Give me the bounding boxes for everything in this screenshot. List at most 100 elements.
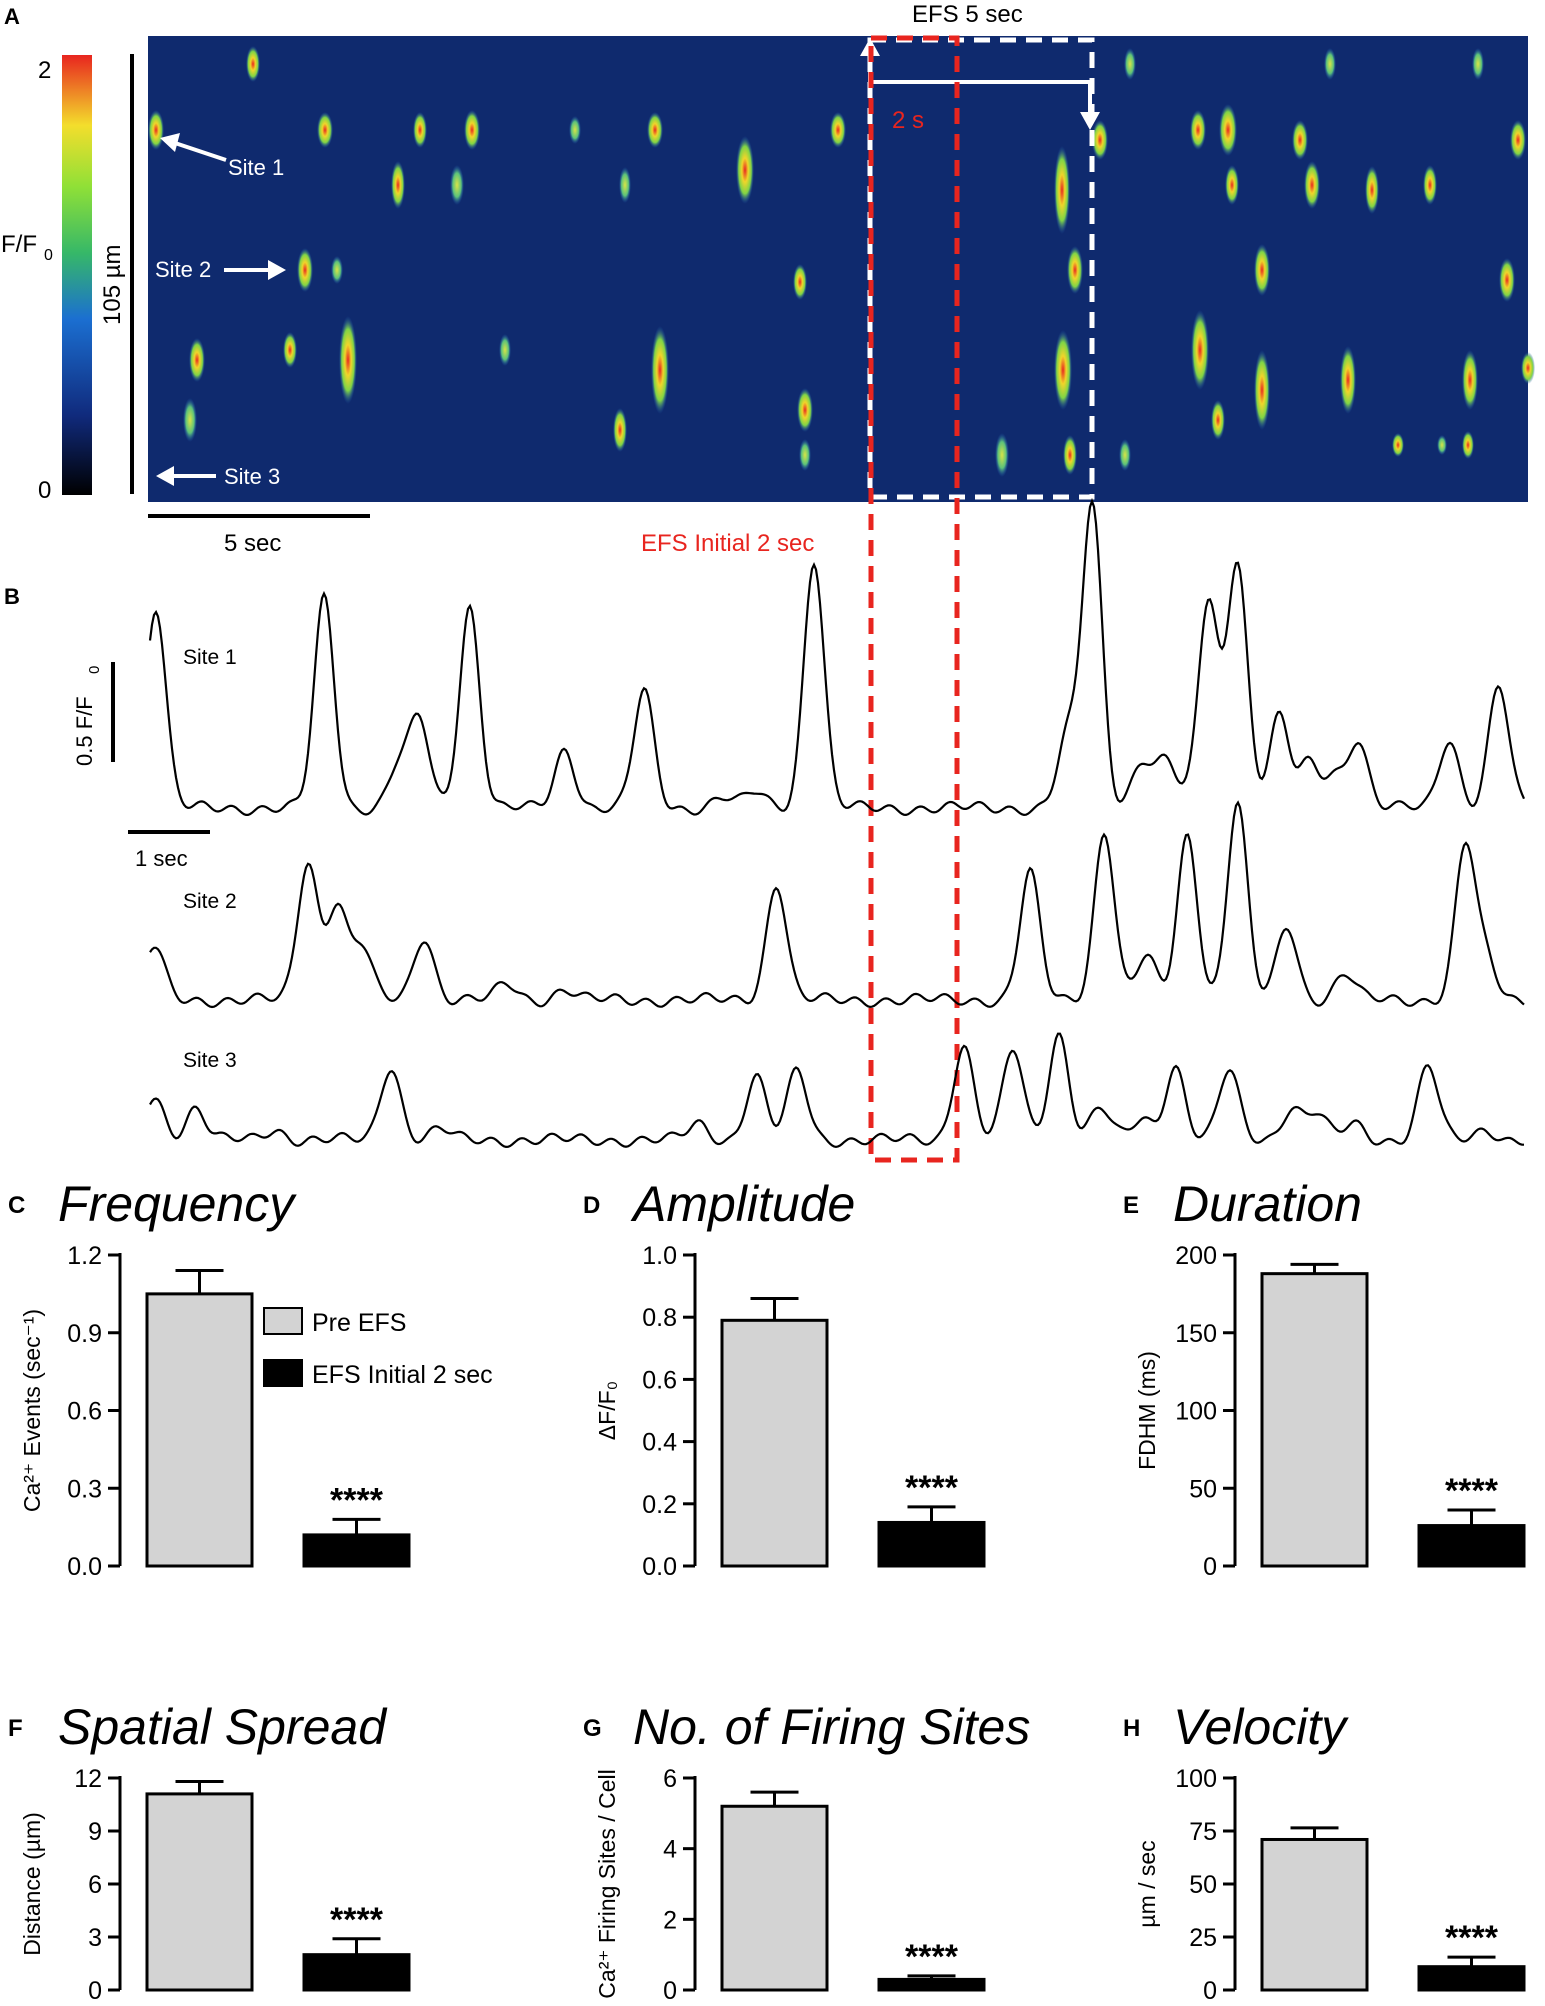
significance-label: **** (905, 1938, 959, 1976)
y-tick-label: 200 (1175, 1242, 1217, 1270)
interval-label: 2 s (892, 107, 924, 134)
y-tick-label: 50 (1189, 1871, 1217, 1899)
spark (1225, 165, 1239, 205)
chart-title: Frequency (58, 1176, 297, 1232)
spark (1340, 346, 1356, 414)
interval-end-arrowhead (1080, 112, 1100, 130)
y-axis-label: Ca²⁺ Firing Sites / Cell (594, 1769, 620, 1998)
y-tick-label: 75 (1189, 1818, 1217, 1846)
site-2-marker: Site 2 (155, 257, 286, 282)
chart-title: Spatial Spread (58, 1699, 388, 1755)
panel-letter-g: G (583, 1715, 602, 1742)
spark (283, 332, 297, 368)
spark (797, 388, 813, 432)
amplitude-scale-sub: 0 (86, 666, 103, 674)
y-tick-label: 0.2 (642, 1491, 677, 1519)
chart-title: Velocity (1173, 1699, 1349, 1755)
spark (1119, 439, 1131, 471)
spark (651, 326, 669, 414)
significance-label: **** (905, 1469, 959, 1507)
y-tick-label: 0.3 (67, 1475, 102, 1503)
spark (317, 112, 333, 148)
y-tick-label: 12 (74, 1765, 102, 1793)
y-axis-label: ΔF/F₀ (594, 1381, 620, 1440)
bar-pre-efs (720, 1318, 829, 1568)
spark (464, 110, 480, 150)
y-tick-label: 0.6 (67, 1398, 102, 1426)
spark (391, 161, 405, 209)
trace-site-2 (149, 800, 1525, 1009)
panel-letter-f: F (8, 1715, 23, 1742)
y-axis-label: Distance (µm) (19, 1812, 45, 1956)
y-tick-label: 0 (663, 1977, 677, 2005)
bar-efs-initial (302, 1533, 411, 1568)
y-axis-label: FDHM (ms) (1134, 1351, 1160, 1470)
spark (413, 112, 427, 148)
y-tick-label: 0.4 (642, 1429, 677, 1457)
chart-title: Duration (1173, 1176, 1362, 1232)
linescan-image (148, 36, 1528, 502)
efs-initial-label: EFS Initial 2 sec (641, 530, 814, 557)
trace-3-label: Site 3 (183, 1049, 237, 1072)
bar-pre-efs (720, 1804, 829, 1992)
panel-letter-c: C (8, 1192, 25, 1219)
spark (995, 433, 1009, 477)
spark (1219, 104, 1237, 156)
chart-title: No. of Firing Sites (633, 1699, 1030, 1755)
bar-chart-c: C Frequency 0.0 0.3 0.6 0.9 1.2 Ca²⁺ Events (se… (8, 1176, 411, 1581)
spark (183, 398, 197, 442)
y-axis-label: µm / sec (1134, 1840, 1160, 1927)
bar-chart-g: G No. of Firing Sites 0 2 4 6 Ca²⁺ Firing Site… (583, 1699, 1030, 2005)
bar-efs-initial (1417, 1965, 1526, 1992)
spark (1437, 435, 1447, 455)
bar-pre-efs (145, 1292, 254, 1568)
time-scale-label-a: 5 sec (224, 530, 281, 557)
y-tick-label: 0 (88, 1977, 102, 2005)
bar-chart-e: E Duration 0 50 100 150 200 FDHM (ms) **** (1123, 1176, 1526, 1581)
y-tick-label: 3 (88, 1924, 102, 1952)
panel-letter-d: D (583, 1192, 600, 1219)
site-1-arrowhead (160, 133, 180, 152)
panel-letter-b: B (4, 584, 20, 609)
panel-letter-e: E (1123, 1192, 1139, 1219)
y-tick-label: 100 (1175, 1398, 1217, 1426)
y-tick-label: 0.0 (67, 1553, 102, 1581)
bar-pre-efs (1260, 1272, 1369, 1568)
bar-efs-initial (877, 1520, 986, 1568)
spark (246, 46, 260, 82)
spark (736, 136, 754, 204)
trace-site-3 (149, 1032, 1524, 1149)
legend-swatch-pre (263, 1307, 303, 1335)
spark (1472, 48, 1484, 80)
bar-efs-initial (877, 1977, 986, 1992)
spark (1499, 258, 1515, 302)
panel-letter-h: H (1123, 1715, 1140, 1742)
legend-label-pre: Pre EFS (312, 1309, 406, 1337)
colorbar-min-label: 0 (38, 477, 51, 504)
site-3-marker: Site 3 (156, 464, 280, 489)
spark (613, 408, 627, 452)
colorbar-quantity-sub: 0 (44, 247, 53, 264)
spark (1423, 165, 1437, 205)
y-tick-label: 25 (1189, 1924, 1217, 1952)
spark (1365, 166, 1379, 214)
spark (1292, 120, 1308, 160)
significance-label: **** (330, 1481, 384, 1519)
site-3-label: Site 3 (224, 464, 280, 489)
bar-chart-d: D Amplitude 0.0 0.2 0.4 0.6 0.8 1.0 ΔF/F₀ **** (583, 1176, 986, 1581)
bar-charts: C Frequency 0.0 0.3 0.6 0.9 1.2 Ca²⁺ Events (se… (8, 1176, 1526, 2005)
legend-label-post: EFS Initial 2 sec (312, 1361, 493, 1389)
spark (1063, 435, 1077, 475)
chart-title: Amplitude (630, 1176, 855, 1232)
spark (148, 110, 164, 150)
linescan-sparks (148, 46, 1535, 477)
bar-pre-efs (1260, 1837, 1369, 1992)
efs-label: EFS 5 sec (912, 1, 1023, 28)
y-tick-label: 1.2 (67, 1242, 102, 1270)
spark (569, 116, 581, 144)
significance-label: **** (330, 1901, 384, 1939)
spark (1521, 352, 1535, 384)
bar-chart-h: H Velocity 0 25 50 75 100 µm / sec **** (1123, 1699, 1526, 2005)
